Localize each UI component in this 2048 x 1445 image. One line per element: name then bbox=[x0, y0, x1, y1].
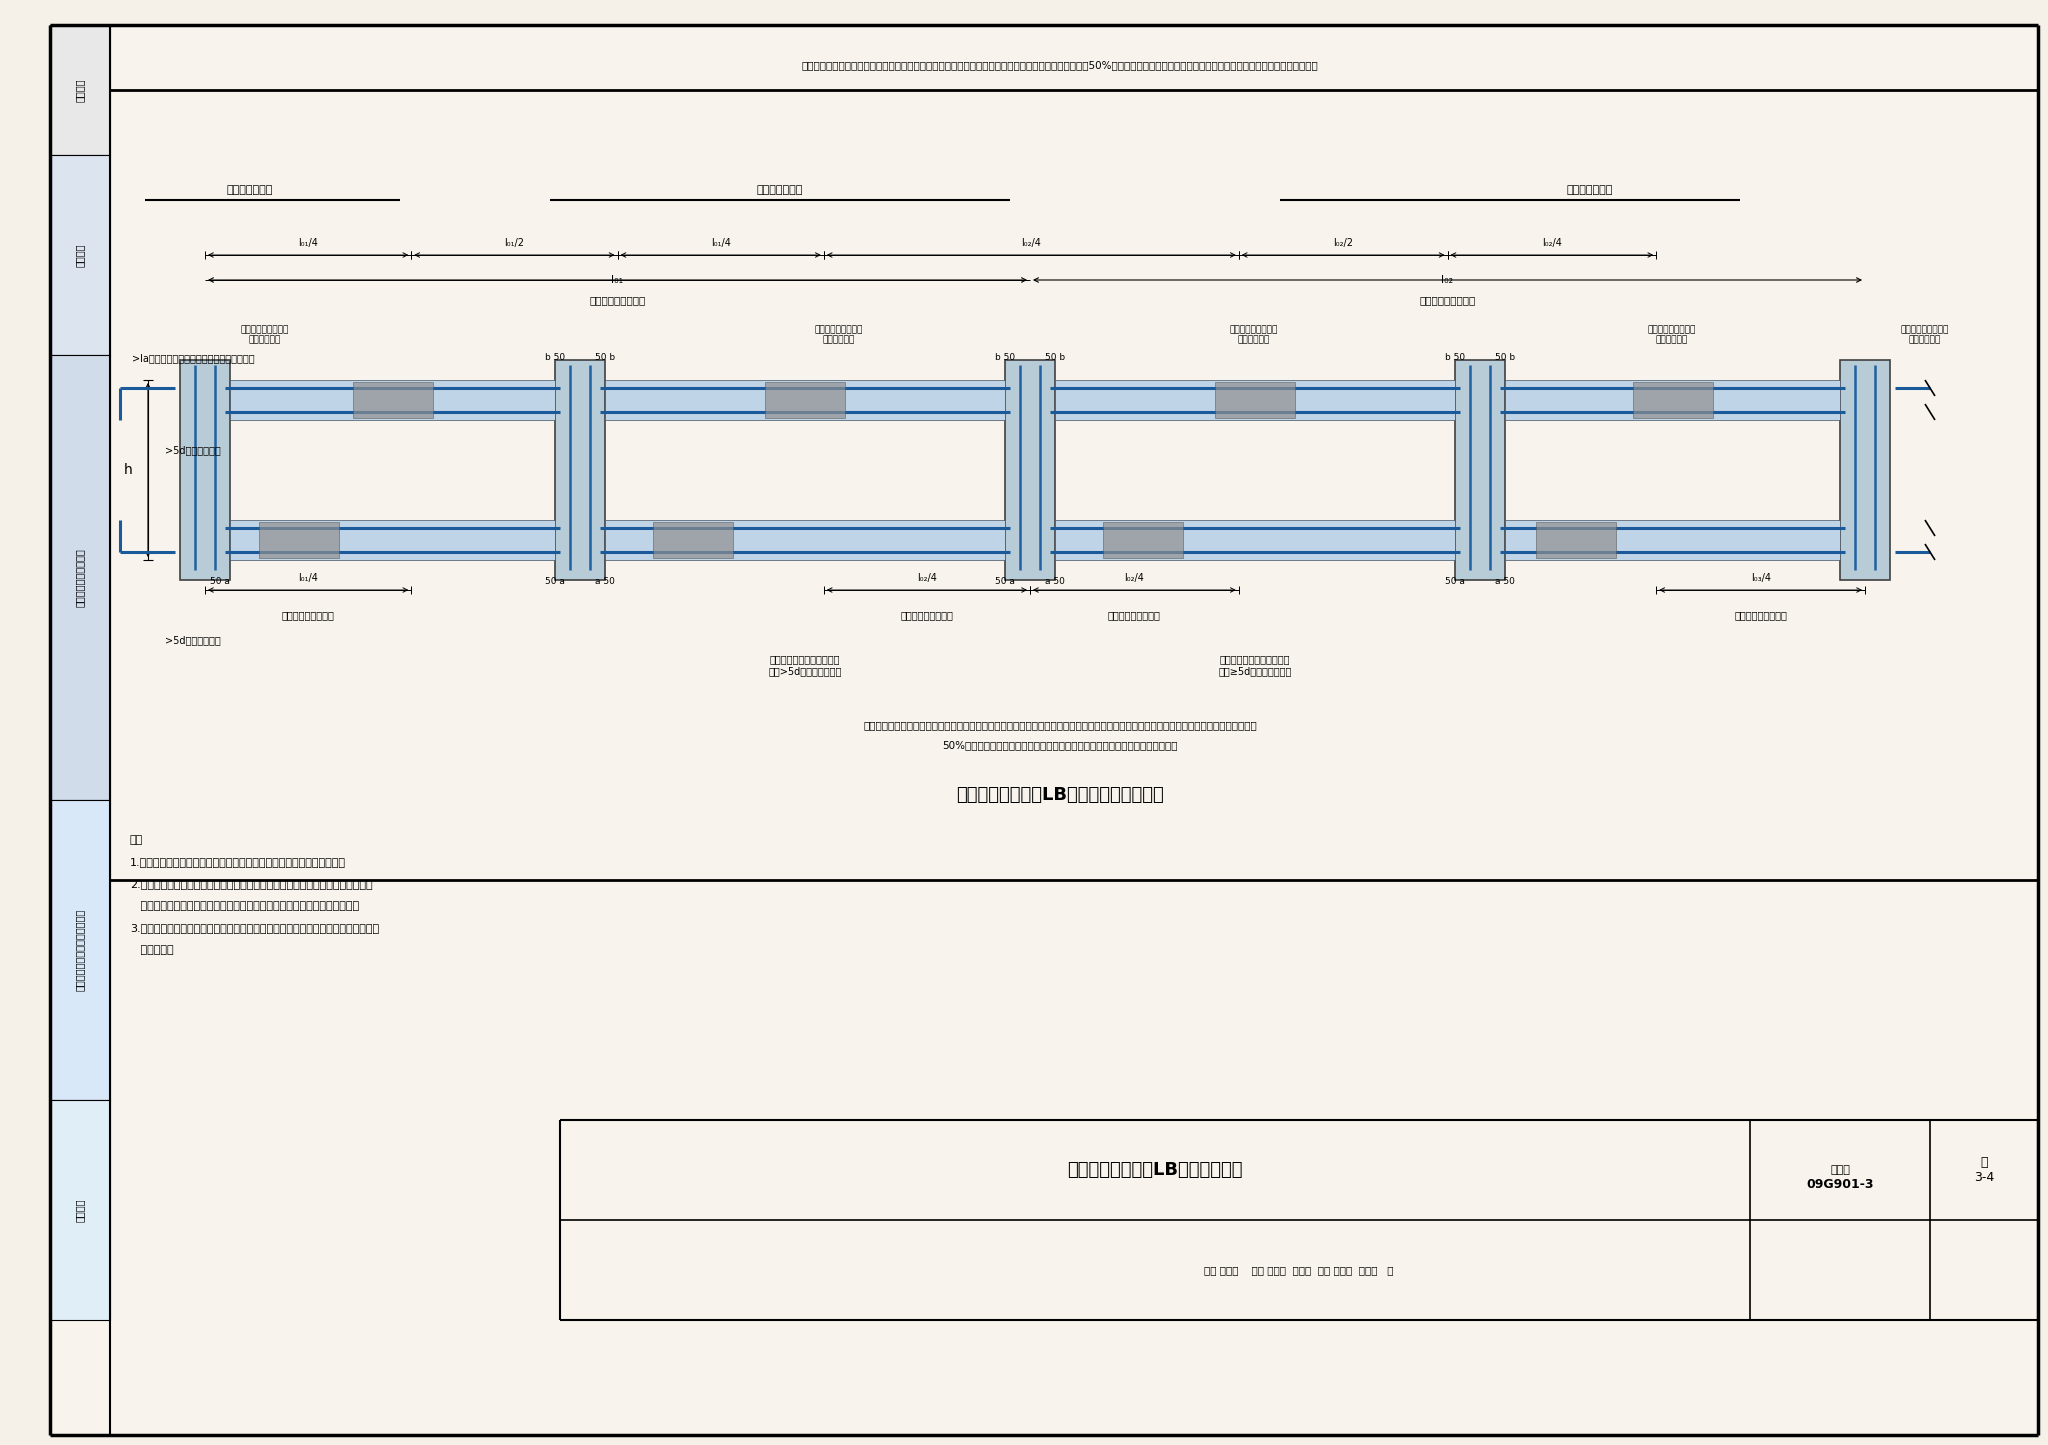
Bar bbox=[1055, 380, 1454, 420]
Text: 箱形基础和地下室结构: 箱形基础和地下室结构 bbox=[76, 548, 86, 607]
Text: b 50: b 50 bbox=[1446, 354, 1464, 363]
Bar bbox=[1055, 520, 1454, 561]
Bar bbox=[1454, 360, 1505, 579]
Text: 09G901-3: 09G901-3 bbox=[1806, 1179, 1874, 1192]
Text: 非贯通钢筋延伸长度
（设计注明）: 非贯通钢筋延伸长度 （设计注明） bbox=[1647, 325, 1696, 345]
Bar bbox=[604, 380, 1006, 420]
Bar bbox=[180, 360, 229, 579]
Text: 注：: 注： bbox=[129, 835, 143, 845]
Text: 50 a: 50 a bbox=[211, 578, 229, 587]
Bar bbox=[49, 155, 111, 355]
Text: >5d至少到墙中线: >5d至少到墙中线 bbox=[166, 445, 221, 455]
Bar bbox=[1536, 522, 1616, 558]
Bar bbox=[653, 522, 733, 558]
Bar bbox=[555, 360, 604, 579]
Text: 2.当两毗邻的顶部贯通纵筋配置不同时，应将配置较大一跨的底部贯通纵筋越过其: 2.当两毗邻的顶部贯通纵筋配置不同时，应将配置较大一跨的底部贯通纵筋越过其 bbox=[129, 879, 373, 889]
Text: 顶部非贯通钢筋: 顶部非贯通钢筋 bbox=[227, 185, 272, 195]
Text: 页
3-4: 页 3-4 bbox=[1974, 1156, 1995, 1183]
Text: 顶部贯通钢筋连接区: 顶部贯通钢筋连接区 bbox=[1419, 295, 1477, 305]
Text: l₀₁/4: l₀₁/4 bbox=[299, 574, 317, 582]
Text: 50 b: 50 b bbox=[1044, 354, 1065, 363]
Bar bbox=[1006, 360, 1055, 579]
Text: l₀₂/2: l₀₂/2 bbox=[1333, 238, 1354, 249]
Text: 非贯通钢筋延伸长度
（设计注明）: 非贯通钢筋延伸长度 （设计注明） bbox=[242, 325, 289, 345]
Bar bbox=[1505, 520, 1839, 561]
Text: b 50: b 50 bbox=[545, 354, 565, 363]
Text: a 50: a 50 bbox=[596, 578, 614, 587]
Text: l₀₂: l₀₂ bbox=[1442, 275, 1454, 285]
Text: l₀₁: l₀₁ bbox=[612, 275, 623, 285]
Bar bbox=[258, 522, 338, 558]
Text: >la且至少到墙中线，直锚长够时，可不弯折: >la且至少到墙中线，直锚长够时，可不弯折 bbox=[131, 353, 254, 363]
Text: b 50: b 50 bbox=[995, 354, 1016, 363]
Text: 50 a: 50 a bbox=[545, 578, 565, 587]
Bar bbox=[229, 380, 555, 420]
Text: h: h bbox=[123, 462, 133, 477]
Text: l₀₃/4: l₀₃/4 bbox=[1751, 574, 1772, 582]
Bar bbox=[229, 520, 555, 561]
Bar bbox=[604, 520, 1006, 561]
Text: 非贯通钢筋延伸长度
（设计注明）: 非贯通钢筋延伸长度 （设计注明） bbox=[815, 325, 862, 345]
Text: l₀₁/4: l₀₁/4 bbox=[299, 238, 317, 249]
Text: 一般规定: 一般规定 bbox=[76, 78, 86, 101]
Bar bbox=[766, 381, 846, 418]
Text: 50 a: 50 a bbox=[995, 578, 1016, 587]
Text: 顶部非贯通钢筋: 顶部非贯通钢筋 bbox=[758, 185, 803, 195]
Bar bbox=[49, 355, 111, 801]
Text: 审核 黄志刚    校对 张工文  张之义  设计 王怀元  叶欣之   页: 审核 黄志刚 校对 张工文 张之义 设计 王怀元 叶欣之 页 bbox=[1204, 1264, 1395, 1274]
Text: 图集号: 图集号 bbox=[1831, 1165, 1849, 1175]
Text: 50%，当钢筋长度可以穿过一连接区到下一连接区并满足连接要求时，宜穿越设置: 50%，当钢筋长度可以穿过一连接区到下一连接区并满足连接要求时，宜穿越设置 bbox=[942, 740, 1178, 750]
Text: l₀₂/4: l₀₂/4 bbox=[1542, 238, 1563, 249]
Bar bbox=[352, 381, 432, 418]
Text: l₀₁/4: l₀₁/4 bbox=[711, 238, 731, 249]
Text: 非贯通钢筋延伸长度
（设计注明）: 非贯通钢筋延伸长度 （设计注明） bbox=[1901, 325, 1950, 345]
Text: 当底部贯通筋在支座内锚固
时，≥5d且至少到墙中线: 当底部贯通筋在支座内锚固 时，≥5d且至少到墙中线 bbox=[1219, 655, 1292, 676]
Text: 顶部非贯通钢筋: 顶部非贯通钢筋 bbox=[1567, 185, 1614, 195]
Text: 底部贯通钢筋，可锚入墙支座，也在连接区段内采用搭接、机械连接或对焊连接，当在连接区连接时，同一连接区段内接头面积百分率不应大于: 底部贯通钢筋，可锚入墙支座，也在连接区段内采用搭接、机械连接或对焊连接，当在连接… bbox=[862, 720, 1257, 730]
Text: l₀₁/2: l₀₁/2 bbox=[504, 238, 524, 249]
Text: 1.底部与顶部贯通纵筋在连接区的连接方式，应满足本图集的相应要求。: 1.底部与顶部贯通纵筋在连接区的连接方式，应满足本图集的相应要求。 bbox=[129, 857, 346, 867]
Text: a 50: a 50 bbox=[1495, 578, 1516, 587]
Bar bbox=[1632, 381, 1712, 418]
Text: 顶部贯通钢筋，在连接区段内采用搭接、机械连接或对焊连接，同一连接区段内接头面积百分率不应大于50%，当钢筋长度可穿过一连接区到下一连接区并满足连接要求时，宜穿越: 顶部贯通钢筋，在连接区段内采用搭接、机械连接或对焊连接，同一连接区段内接头面积百… bbox=[801, 61, 1319, 69]
Text: 底部贯通钢筋连接区: 底部贯通钢筋连接区 bbox=[901, 610, 952, 620]
Text: 底部贯通钢筋连接区: 底部贯通钢筋连接区 bbox=[283, 610, 334, 620]
Text: l₀₂/4: l₀₂/4 bbox=[1022, 238, 1040, 249]
Text: a 50: a 50 bbox=[1044, 578, 1065, 587]
Text: >5d至少到墙中线: >5d至少到墙中线 bbox=[166, 634, 221, 644]
Bar bbox=[1102, 522, 1182, 558]
Text: 当底部贯通筋在支座内锚固
时，>5d且至少到墙中线: 当底部贯通筋在支座内锚固 时，>5d且至少到墙中线 bbox=[768, 655, 842, 676]
Text: 箱形基础、条形基础、独立基础: 箱形基础、条形基础、独立基础 bbox=[76, 909, 86, 991]
Text: 桩基承台: 桩基承台 bbox=[76, 1198, 86, 1222]
Text: 底部贯通钢筋连接区: 底部贯通钢筋连接区 bbox=[1108, 610, 1161, 620]
Bar bbox=[1214, 381, 1294, 418]
Text: l₀₂/4: l₀₂/4 bbox=[1124, 574, 1145, 582]
Text: 50 a: 50 a bbox=[1446, 578, 1464, 587]
Bar bbox=[1839, 360, 1890, 579]
Bar bbox=[49, 801, 111, 1100]
Text: 3.箱形基础顶板同一层面的交叉钢筋何筋在上由设计具体说明。当设计无说明时，由: 3.箱形基础顶板同一层面的交叉钢筋何筋在上由设计具体说明。当设计无说明时，由 bbox=[129, 923, 379, 933]
Text: 施工确定。: 施工确定。 bbox=[129, 945, 174, 955]
Text: 标注的跨数终点或起点，延伸至配置较小的毗邻跨的跨中连接区进行连接。: 标注的跨数终点或起点，延伸至配置较小的毗邻跨的跨中连接区进行连接。 bbox=[129, 902, 358, 910]
Text: 顶部贯通钢筋连接区: 顶部贯通钢筋连接区 bbox=[590, 295, 645, 305]
Text: 50 b: 50 b bbox=[1495, 354, 1516, 363]
Text: 50 b: 50 b bbox=[594, 354, 614, 363]
Text: 箱形基础中层楼板LB钢筋排布构造: 箱形基础中层楼板LB钢筋排布构造 bbox=[1067, 1160, 1243, 1179]
Bar bbox=[49, 25, 111, 155]
Text: 非贯通钢筋延伸长度
（设计注明）: 非贯通钢筋延伸长度 （设计注明） bbox=[1229, 325, 1278, 345]
Bar bbox=[1505, 380, 1839, 420]
Text: l₀₂/4: l₀₂/4 bbox=[918, 574, 936, 582]
Bar bbox=[49, 1100, 111, 1319]
Text: 筏形基础: 筏形基础 bbox=[76, 243, 86, 267]
Text: 箱形基础中层楼板LB钢筋排布构造（一）: 箱形基础中层楼板LB钢筋排布构造（一） bbox=[956, 786, 1163, 803]
Text: 底部贯通钢筋连接区: 底部贯通钢筋连接区 bbox=[1735, 610, 1788, 620]
